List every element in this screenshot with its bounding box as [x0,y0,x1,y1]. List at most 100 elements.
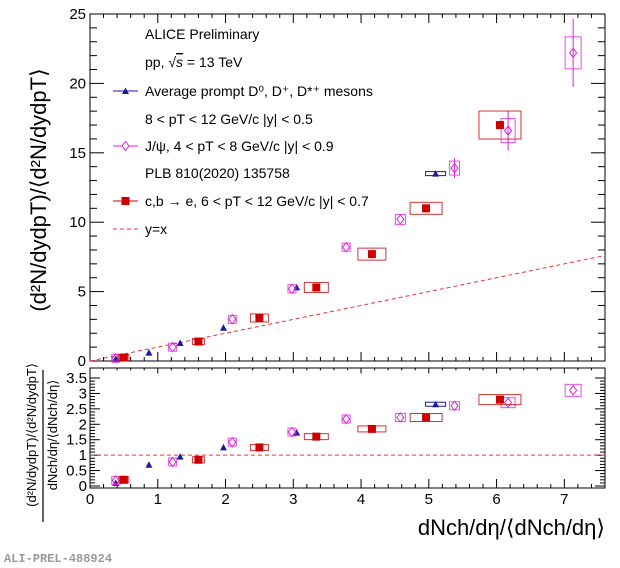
bottom-hfe-point-5 [422,413,431,422]
x-axis-title: dNch/dη/⟨dNch/dη⟩ [418,515,605,540]
x-tick-label: 7 [560,491,568,508]
bottom-jpsi-syst-box-8 [564,383,582,397]
top-jpsi-point-5 [396,214,405,225]
bottom-jpsi-point-8 [569,385,578,396]
bottom-jpsi-point-1 [168,456,177,468]
bottom-panel: 00.511.522.533.50 1 2 3 4 5 6 7 [66,367,606,508]
bottom-jpsi-point-4 [342,413,351,425]
bottom-hfe-point-2 [255,443,264,452]
top-hfe-syst-box-5 [409,201,443,215]
x-tick-label: 3 [289,491,297,508]
top-dmeson-point-1 [145,349,153,356]
legend-dmeson-label: Average prompt D⁰, D⁺, D*⁺ mesons [145,83,373,99]
top-hfe-syst-box-3 [303,281,329,293]
bottom-jpsi-point-0 [111,475,120,486]
bottom-jpsi-syst-box-2 [227,437,237,447]
bottom-dmeson-point-1 [145,461,153,468]
top-hfe-point-1 [194,337,203,346]
top-hfe-point-2 [255,313,264,322]
top-jpsi-point-3 [287,283,297,295]
top-jpsi-syst-box-2 [227,314,237,324]
bottom-y-tick-label: 2 [79,416,87,433]
bottom-jpsi-point-5 [396,412,405,423]
bottom-dmeson-point-5 [432,400,440,408]
top-hfe-point-3 [312,283,321,292]
legend: ALICE Preliminary pp, √s = 13 TeV Average … [113,26,373,237]
bottom-dmeson-point-2 [176,453,184,460]
y-axis-title-bottom-numerator: (d²N/dydpT)/⟨d²N/dydpT⟩ [24,363,39,507]
top-jpsi-point-6 [450,162,459,174]
top-hfe-point-6 [495,121,504,130]
bottom-dmeson-point-3 [219,443,227,451]
top-panel: 0 5 10 15 20 25 [69,6,606,370]
legend-pp: pp, [145,54,168,70]
legend-dmeson-kinematics: 8 < pT < 12 GeV/c |y| < 0.5 [145,111,313,127]
x-tick-label: 6 [492,491,500,508]
bottom-hfe-point-3 [312,432,321,441]
top-y-tick-label: 10 [69,214,86,231]
bottom-jpsi-point-7 [503,397,513,409]
x-tick-label: 5 [425,491,433,508]
top-yx-line [89,255,606,362]
figure-id-tag: ALI-PREL-488924 [4,552,112,566]
bottom-jpsi-point-2 [228,436,237,448]
top-y-tick-label: 25 [69,6,86,23]
bottom-hfe-point-0 [119,475,128,484]
top-hfe-point-0 [119,353,128,362]
legend-alice-preliminary: ALICE Preliminary [145,26,259,42]
legend-dmeson-marker [122,87,129,94]
y-axis-title-top: (d²N/dydpT)/⟨d²N/dydpT⟩ [26,68,51,311]
bottom-y-tick-label: 1 [79,447,87,464]
legend-yx-label: y=x [145,221,167,237]
x-tick-label: 0 [86,491,94,508]
top-hfe-syst-box-6 [478,110,522,140]
top-dmeson-point-2 [176,339,184,346]
legend-sqrt: √ [168,54,176,70]
x-tick-label: 4 [357,491,365,508]
top-y-tick-label: 5 [78,284,86,301]
bottom-frame [89,367,606,489]
y-axis-title-bottom-denominator: dNch/dη/⟨dNch/dη⟩ [45,380,60,491]
bottom-hfe-syst-box-6 [478,394,522,406]
bottom-y-tick-label: 3.5 [66,370,87,387]
bottom-hfe-point-4 [367,424,376,433]
top-dmeson-point-5 [432,170,440,177]
axis-titles: (d²N/dydpT)/⟨d²N/dydpT⟩ (d²N/dydpT)/⟨d²N/… [4,68,605,566]
top-jpsi-syst-box-4 [341,242,351,252]
bottom-hfe-point-6 [495,395,504,404]
bottom-jpsi-point-6 [450,400,459,412]
top-y-tick-label: 20 [69,75,86,92]
top-hfe-point-4 [367,250,376,259]
legend-jpsi-marker [121,140,130,152]
x-tick-label: 1 [154,491,162,508]
top-jpsi-point-7 [503,125,513,136]
top-dmeson-point-3 [219,324,227,331]
bottom-dmeson-point-4 [293,429,301,436]
top-jpsi-point-1 [168,341,177,353]
bottom-jpsi-point-3 [287,426,297,438]
top-jpsi-point-4 [342,241,351,253]
legend-jpsi-label: J/ψ, 4 < pT < 8 GeV/c |y| < 0.9 [145,138,334,154]
bottom-y-tick-label: 3 [79,385,87,402]
bottom-y-tick-label: 2.5 [66,401,87,418]
legend-energy: = 13 TeV [183,54,243,70]
top-y-tick-label: 0 [78,353,86,370]
bottom-y-tick-label: 0.5 [66,463,87,480]
x-tick-label: 2 [221,491,229,508]
bottom-hfe-point-1 [194,455,203,464]
top-hfe-syst-box-4 [357,247,387,261]
top-hfe-point-5 [422,204,431,213]
legend-hfe-marker [121,197,130,205]
top-jpsi-point-0 [111,352,120,364]
bottom-jpsi-syst-box-4 [341,414,351,424]
top-y-tick-label: 15 [69,145,86,162]
bottom-y-tick-label: 1.5 [66,432,87,449]
bottom-jpsi-syst-box-1 [168,457,178,467]
legend-collision-system: pp, √s = 13 TeV [145,54,243,70]
top-jpsi-point-8 [569,47,578,59]
legend-jpsi-reference: PLB 810(2020) 135758 [145,165,290,181]
legend-s: s [176,54,183,70]
top-jpsi-point-2 [228,314,237,325]
bottom-y-tick-label: 0 [79,478,87,495]
